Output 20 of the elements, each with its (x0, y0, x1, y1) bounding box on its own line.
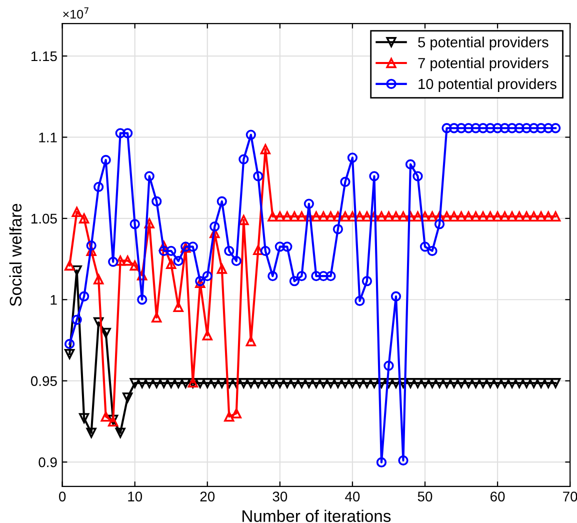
y-tick-label: 1.1 (39, 132, 57, 142)
x-tick-label: 20 (200, 492, 215, 502)
legend-label: 5 potential providers (418, 36, 548, 50)
y-axis-title: Social welfare (9, 204, 22, 306)
x-tick-label: 0 (58, 492, 66, 502)
x-tick-label: 40 (345, 492, 360, 502)
legend-label: 10 potential providers (418, 78, 556, 92)
x-axis-title: Number of iterations (242, 510, 391, 522)
x-tick-label: 30 (272, 492, 288, 502)
y-tick-label: 0.9 (38, 457, 57, 468)
legend-label: 7 potential providers (418, 58, 548, 72)
y-tick-label: 1.05 (31, 214, 57, 224)
y-tick-label: 1.15 (31, 51, 57, 62)
x-tick-label: 10 (128, 492, 142, 502)
text: ×10$^{7}$ (63, 7, 88, 19)
x-tick-label: 50 (418, 492, 432, 502)
x-tick-label: 60 (490, 492, 505, 502)
y-tick-label: 1 (50, 295, 57, 305)
y-tick-label: 0.95 (30, 376, 57, 386)
x-tick-label: 70 (563, 492, 577, 502)
